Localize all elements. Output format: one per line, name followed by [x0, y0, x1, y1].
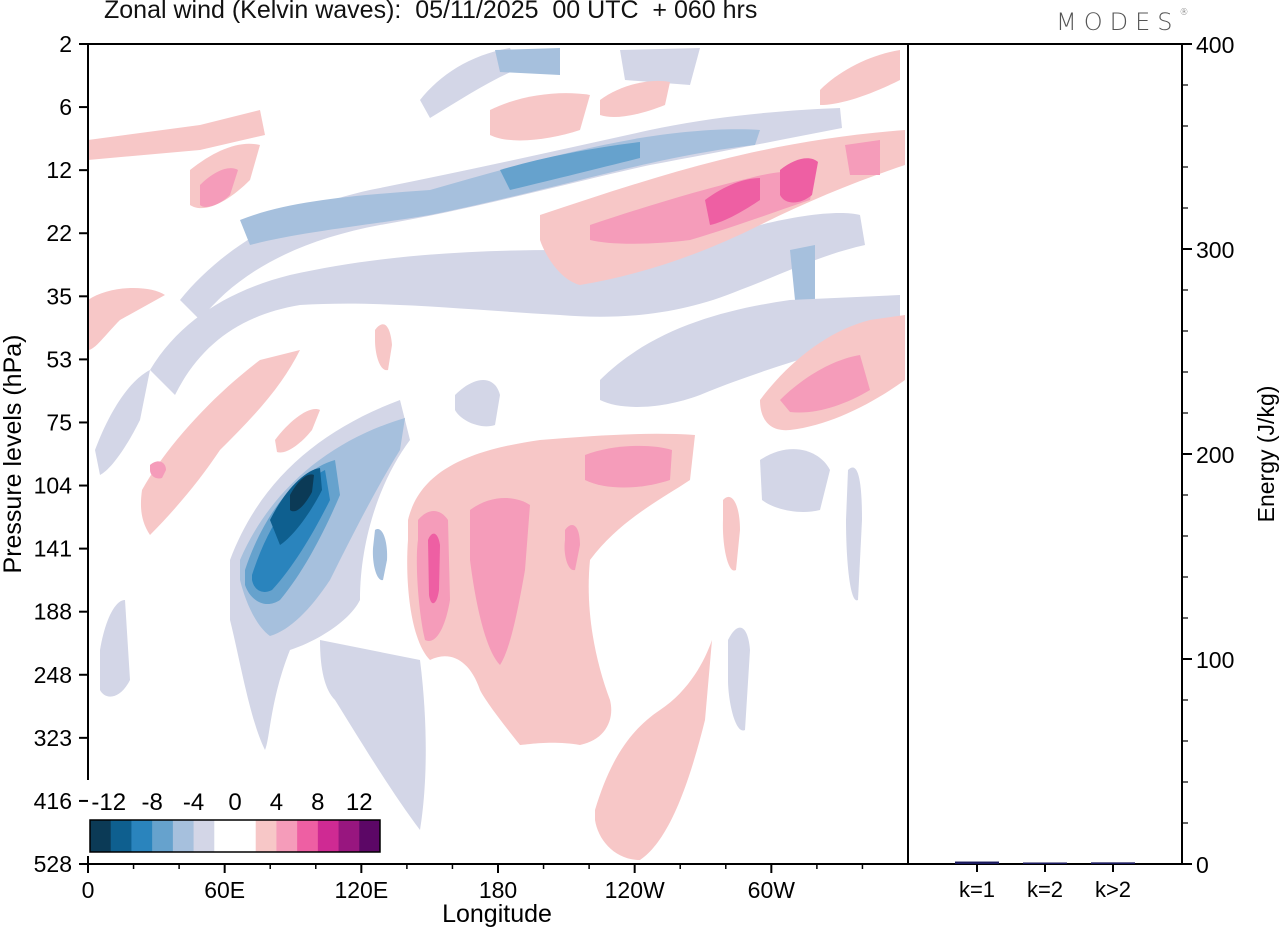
- energy-tick-label: 300: [1196, 237, 1234, 263]
- upper-easterly-band: [150, 48, 900, 407]
- colorbar-label: 12: [346, 789, 373, 816]
- colorbar-label: 0: [228, 789, 241, 816]
- colorbar: -12 -8 -4 0 4 8 12: [87, 780, 383, 856]
- x-tick-label: 120E: [334, 877, 388, 903]
- colorbar-label: -12: [91, 789, 126, 816]
- y-tick-label: 22: [46, 220, 72, 246]
- y-tick-label: 75: [46, 409, 72, 435]
- colorbar-frame: [89, 819, 381, 853]
- y-tick-label: 2: [59, 31, 72, 57]
- energy-bar: [1091, 862, 1135, 864]
- y-axis-label: Pressure levels (hPa): [0, 335, 27, 574]
- colorbar-swatch: [338, 820, 360, 852]
- y-tick-label: 528: [34, 851, 72, 877]
- y-tick-label: 6: [59, 94, 72, 120]
- chart-title: Zonal wind (Kelvin waves): 05/11/2025 00…: [104, 0, 758, 24]
- colorbar-swatch: [214, 820, 236, 852]
- x-tick-label: 0: [82, 877, 95, 903]
- y-tick-label: 188: [34, 599, 72, 625]
- colorbar-swatch: [297, 820, 319, 852]
- lower-westerly-core: [140, 324, 740, 860]
- energy-panel-frame: [907, 43, 1183, 865]
- energy-bars: k=1 k=2 k>2: [955, 861, 1135, 902]
- lower-easterly-core: [95, 370, 862, 830]
- x-tick-label: 60E: [204, 877, 245, 903]
- energy-category-label: k=2: [1027, 877, 1063, 902]
- colorbar-label: 8: [311, 789, 324, 816]
- upper-westerly-band: [88, 50, 905, 350]
- y-tick-label: 141: [34, 536, 72, 562]
- colorbar-swatch: [90, 820, 112, 852]
- y-axis: 2 6 12 22 35 53 75 104 141 188 248 323 416 528: [34, 31, 88, 877]
- x-tick-label: 60W: [748, 877, 796, 903]
- colorbar-swatch: [255, 820, 277, 852]
- longitude-pressure-panel: [87, 43, 909, 865]
- wind-contours: [88, 48, 905, 860]
- colorbar-swatch: [193, 820, 215, 852]
- colorbar-label: 4: [270, 789, 283, 816]
- x-tick-label: 180: [479, 877, 517, 903]
- energy-bar: [955, 861, 999, 864]
- colorbar-swatch: [110, 820, 132, 852]
- energy-tick-label: 400: [1196, 32, 1234, 58]
- colorbar-swatch: [152, 820, 174, 852]
- colorbar-swatch: [131, 820, 153, 852]
- colorbar-swatch: [317, 820, 340, 852]
- energy-axis: 0 100 200 300 400: [1182, 32, 1234, 878]
- x-tick-label: 120W: [605, 877, 665, 903]
- y-tick-label: 53: [46, 346, 72, 372]
- energy-tick-label: 100: [1196, 647, 1234, 673]
- y-tick-label: 12: [46, 157, 72, 183]
- colorbar-swatch: [359, 820, 381, 852]
- colorbar-swatch: [172, 820, 195, 852]
- energy-panel: k=1 k=2 k>2 0 100 200 300 400 Energy (J/kg): [907, 32, 1279, 902]
- modes-logo: MODES®: [1056, 8, 1189, 36]
- energy-axis-label: Energy (J/kg): [1253, 386, 1279, 523]
- y-tick-label: 248: [34, 662, 72, 688]
- colorbar-label: -8: [141, 789, 162, 816]
- y-tick-label: 104: [34, 473, 73, 499]
- colorbar-swatch: [235, 820, 257, 852]
- east-pacific-westerly: [760, 315, 905, 431]
- y-tick-label: 323: [34, 725, 72, 751]
- colorbar-label: -4: [183, 789, 204, 816]
- x-axis-label: Longitude: [442, 900, 552, 928]
- energy-category-label: k>2: [1095, 877, 1131, 902]
- colorbar-swatch: [276, 820, 298, 852]
- x-axis: 0 60E 120E 180 120W 60W: [82, 864, 864, 903]
- energy-bar: [1023, 862, 1067, 864]
- energy-tick-label: 0: [1196, 852, 1209, 878]
- energy-category-label: k=1: [959, 877, 995, 902]
- y-tick-label: 35: [46, 283, 72, 309]
- y-tick-label: 416: [34, 788, 72, 814]
- energy-tick-label: 200: [1196, 442, 1234, 468]
